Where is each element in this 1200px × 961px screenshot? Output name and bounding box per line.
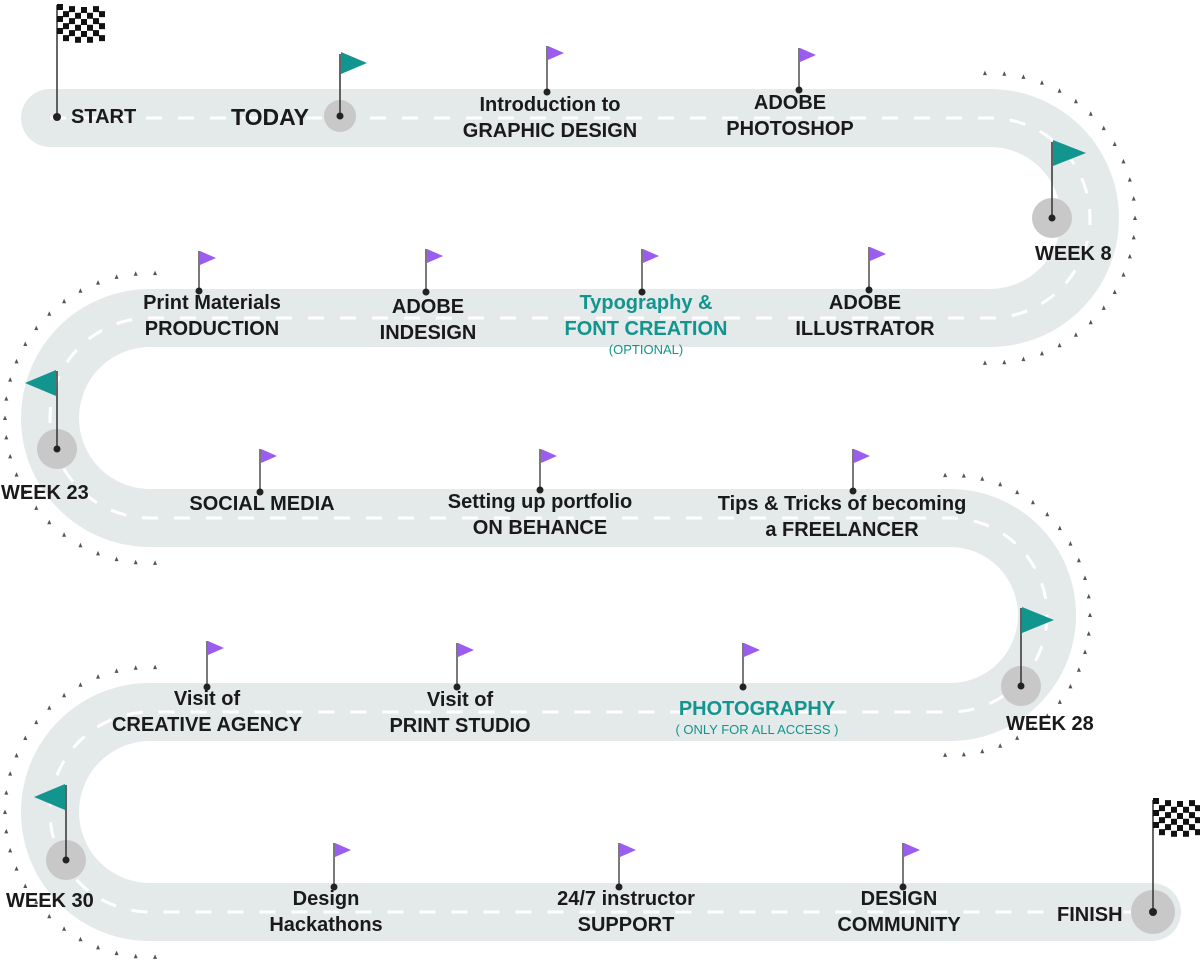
milestone-design-community: DESIGN COMMUNITY — [837, 886, 960, 938]
road-path — [21, 89, 1181, 941]
milestone-line1: Visit of — [173, 688, 241, 710]
milestone-line1: Visit of — [426, 689, 494, 711]
week-8-flag — [1032, 140, 1086, 238]
milestone-line1: 24/7 instructor — [557, 888, 695, 910]
milestone-flag — [453, 643, 474, 691]
milestone-line1: SOCIAL MEDIA — [189, 493, 335, 515]
week-23-label: WEEK 23 — [1, 482, 89, 504]
milestone-line1: Introduction to — [479, 94, 621, 116]
milestone-flag — [739, 643, 760, 691]
milestone-social-media: SOCIAL MEDIA — [189, 491, 334, 517]
milestone-line2: FONT CREATION — [564, 318, 728, 340]
milestone-photoshop: ADOBE PHOTOSHOP — [726, 90, 853, 142]
milestone-flag — [615, 843, 636, 891]
milestone-flag — [330, 843, 351, 891]
milestone-line2: GRAPHIC DESIGN — [462, 120, 638, 142]
milestone-instructor-support: 24/7 instructor SUPPORT — [557, 886, 695, 938]
milestone-print-materials: Print Materials PRODUCTION — [143, 290, 281, 342]
milestone-line1: Tips & Tricks of becoming — [717, 493, 967, 515]
week-28-flag — [1001, 607, 1054, 706]
milestone-line2: INDESIGN — [379, 322, 477, 344]
milestone-line1: ADOBE — [753, 92, 827, 114]
milestone-line2: a FREELANCER — [765, 519, 919, 541]
week-28-label: WEEK 28 — [1006, 713, 1094, 735]
milestone-behance: Setting up portfolio ON BEHANCE — [448, 489, 632, 541]
curve-tick-marks — [3, 70, 1137, 959]
milestone-flag — [536, 449, 557, 494]
milestone-line1: PHOTOGRAPHY — [678, 698, 836, 720]
milestone-flag — [899, 843, 920, 891]
milestone-typography: Typography & FONT CREATION (OPTIONAL) — [565, 290, 728, 358]
week-23-flag — [25, 370, 77, 469]
milestone-line1: Print Materials — [143, 292, 281, 314]
milestone-line1: DESIGN — [860, 888, 938, 910]
milestone-line2: Hackathons — [269, 914, 383, 936]
milestone-line2: PRODUCTION — [144, 318, 280, 340]
milestone-line1: ADOBE — [391, 296, 465, 318]
milestone-line2: COMMUNITY — [837, 914, 961, 936]
start-node-dot — [53, 113, 61, 121]
milestone-line1: Design — [292, 888, 360, 910]
today-label: TODAY — [231, 104, 309, 130]
milestone-line2: PRINT STUDIO — [389, 715, 531, 737]
milestone-line2: ON BEHANCE — [472, 517, 608, 539]
milestone-line2: PHOTOSHOP — [726, 118, 854, 140]
milestone-line2: ILLUSTRATOR — [795, 318, 935, 340]
milestone-illustrator: ADOBE ILLUSTRATOR — [795, 290, 934, 342]
milestone-flag — [422, 249, 443, 296]
start-checkered-flag — [56, 4, 105, 117]
milestone-indesign: ADOBE INDESIGN — [380, 294, 477, 346]
milestone-freelancer: Tips & Tricks of becoming a FREELANCER — [718, 491, 967, 543]
milestone-flag — [256, 449, 277, 496]
milestone-hackathons: Design Hackathons — [269, 886, 382, 938]
milestone-note: ( ONLY FOR ALL ACCESS ) — [675, 722, 839, 737]
milestone-flag — [638, 249, 659, 296]
milestone-flag — [849, 449, 870, 495]
milestone-flag — [865, 247, 886, 294]
week-30-flag — [34, 784, 86, 880]
milestone-flag — [543, 46, 564, 96]
milestone-line2: CREATIVE AGENCY — [111, 714, 303, 736]
milestone-flag — [195, 251, 216, 295]
milestone-flag — [203, 641, 224, 691]
week-8-label: WEEK 8 — [1035, 243, 1112, 265]
milestone-line1: Setting up portfolio — [447, 491, 633, 513]
start-label: START — [71, 106, 137, 128]
today-flag — [324, 52, 367, 132]
finish-label: FINISH — [1057, 904, 1123, 926]
milestone-line1: Typography & — [579, 292, 713, 314]
milestone-line1: ADOBE — [828, 292, 902, 314]
milestone-line2: SUPPORT — [577, 914, 675, 936]
milestone-flag — [795, 48, 816, 94]
milestone-creative-agency: Visit of CREATIVE AGENCY — [112, 686, 302, 738]
milestone-photography: PHOTOGRAPHY ( ONLY FOR ALL ACCESS ) — [675, 696, 838, 738]
week-30-label: WEEK 30 — [6, 890, 94, 912]
milestone-graphic-design: Introduction to GRAPHIC DESIGN — [463, 92, 637, 144]
milestone-note: (OPTIONAL) — [608, 342, 684, 357]
milestone-print-studio: Visit of PRINT STUDIO — [389, 687, 530, 739]
finish-checkered-flag — [1131, 798, 1200, 934]
